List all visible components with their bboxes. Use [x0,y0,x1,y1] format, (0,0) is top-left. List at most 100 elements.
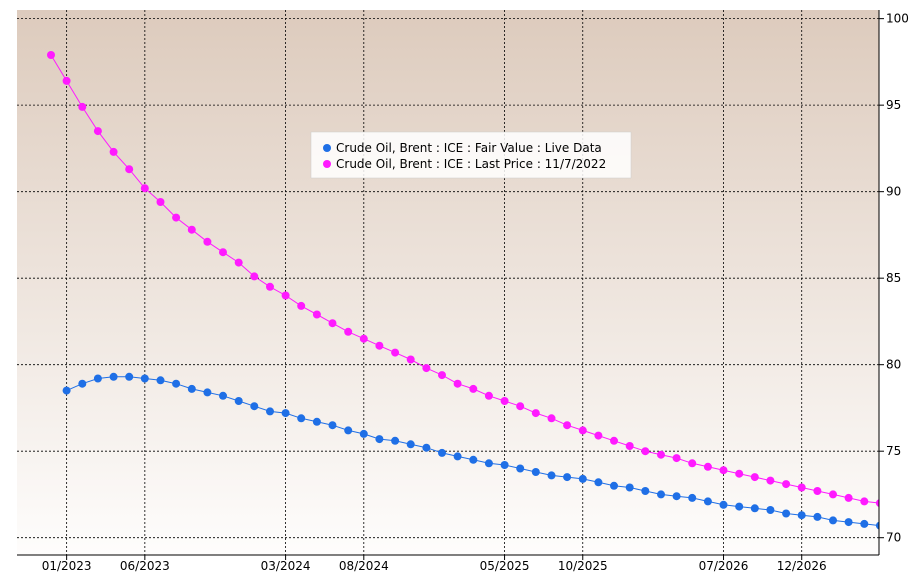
data-point [312,417,321,426]
data-point [750,504,759,513]
y-tick-label: 90 [886,185,901,199]
data-point [375,435,384,444]
data-point [140,374,149,383]
data-point [78,102,87,111]
data-point [109,372,118,381]
data-point [844,518,853,527]
data-point [672,454,681,463]
legend-label-last-price: Crude Oil, Brent : ICE : Last Price : 11… [336,157,606,171]
data-point [703,497,712,506]
data-point [766,506,775,514]
data-point [703,462,712,471]
data-point [219,391,227,400]
x-tick-label: 01/2023 [42,559,92,573]
x-tick-label: 06/2023 [120,559,170,573]
data-point [719,500,728,509]
legend: Crude Oil, Brent : ICE : Fair Value : Li… [310,131,632,179]
data-point [297,301,306,310]
data-point [406,440,415,449]
data-point [875,499,879,507]
data-point [547,471,556,480]
x-tick-label: 10/2025 [558,559,608,573]
data-point [844,493,853,502]
data-point [813,512,822,521]
data-point [750,473,759,482]
data-point [531,468,540,476]
data-point [422,364,431,373]
x-tick-label: 03/2024 [261,559,311,573]
y-tick-label: 95 [886,98,901,112]
data-point [62,386,71,395]
data-point [375,341,384,350]
data-point [813,487,822,495]
data-point [610,436,618,445]
data-point [641,447,650,456]
data-point [344,327,353,336]
data-point [219,248,227,257]
data-point [281,409,290,418]
data-point [829,490,837,499]
data-point [688,493,697,502]
data-point [719,466,728,475]
data-point [266,282,274,291]
data-point [860,519,869,528]
data-point [829,516,837,525]
data-point [578,474,587,483]
y-tick-label: 80 [886,358,901,372]
plot-background [17,10,879,555]
data-point [766,476,775,485]
data-point [359,334,368,343]
data-point [250,272,259,281]
y-tick-label: 100 [886,12,909,26]
data-point [62,76,71,85]
data-point [328,421,337,430]
data-point [610,481,618,490]
gridlines [17,10,879,555]
series-fair-value [62,372,879,530]
legend-marker-last-price [323,160,331,168]
data-point [531,409,540,418]
data-point [547,414,556,423]
x-axis-ticks: 01/2023 06/2023 03/2024 08/2024 05/2025 10/20… [42,555,827,573]
data-point [453,452,462,461]
data-point [500,397,509,405]
data-point [109,147,118,156]
data-point [156,198,165,206]
data-point [312,310,321,319]
data-point [344,426,353,435]
data-point [406,355,415,364]
data-point [172,213,181,222]
data-point [438,371,446,380]
legend-label-fair-value: Crude Oil, Brent : ICE : Fair Value : Li… [336,141,602,155]
legend-marker-fair-value [323,144,331,152]
series-layer [47,51,879,530]
legend-box [310,131,632,179]
data-point [125,372,134,381]
data-point [422,443,431,452]
data-point [782,509,791,518]
data-point [187,225,196,234]
data-point [594,431,603,440]
x-tick-label: 08/2024 [339,559,389,573]
y-tick-label: 70 [886,531,901,545]
data-point [688,459,697,468]
data-point [516,464,525,473]
data-point [782,480,791,489]
data-point [78,379,87,388]
data-point [797,511,806,520]
data-point [484,391,493,400]
y-tick-label: 75 [886,444,901,458]
data-point [266,407,274,416]
data-point [93,374,102,383]
data-point [735,469,744,478]
data-point [657,490,665,499]
data-point [250,402,259,411]
data-point [125,165,134,174]
data-point [453,379,462,388]
x-tick-label: 12/2026 [777,559,827,573]
data-point [500,461,509,469]
data-point [281,291,290,300]
data-point [438,448,446,457]
